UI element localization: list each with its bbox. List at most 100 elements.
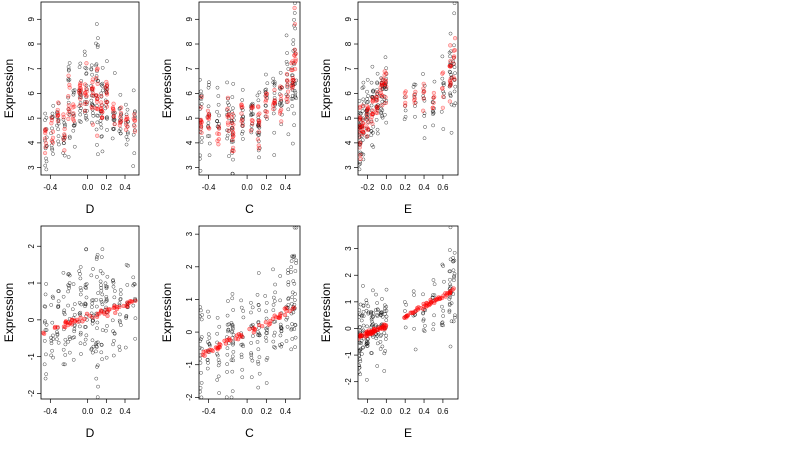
observed-point	[440, 320, 445, 325]
observed-point	[78, 292, 83, 297]
fitted-point	[119, 105, 124, 110]
observed-point	[358, 99, 362, 103]
observed-point	[240, 87, 245, 92]
observed-point	[250, 358, 255, 363]
observed-point	[110, 136, 115, 141]
observed-point	[403, 114, 408, 119]
observed-point	[98, 269, 103, 273]
observed-point	[256, 359, 260, 364]
observed-point	[251, 334, 255, 338]
fitted-point	[256, 129, 261, 134]
fitted-point	[43, 126, 48, 132]
observed-point	[451, 278, 456, 283]
observed-point	[279, 311, 284, 316]
observed-point	[375, 314, 380, 318]
observed-point	[293, 345, 297, 349]
observed-point	[72, 124, 76, 128]
observed-point	[215, 109, 219, 114]
observed-point	[44, 282, 48, 286]
fitted-point	[104, 90, 109, 96]
plot-frame	[198, 1, 301, 176]
observed-point	[369, 315, 374, 320]
observed-point	[205, 366, 210, 371]
observed-point	[105, 324, 109, 328]
observed-point	[225, 133, 230, 138]
observed-point	[256, 148, 261, 153]
fitted-point	[365, 121, 370, 126]
fitted-point	[372, 326, 377, 332]
observed-point	[358, 308, 362, 313]
observed-point	[447, 308, 452, 313]
observed-point	[199, 389, 202, 394]
observed-point	[271, 76, 276, 81]
observed-point	[249, 113, 253, 118]
y-tick-label: 3	[27, 165, 36, 170]
fitted-point	[132, 112, 137, 117]
observed-point	[207, 82, 211, 87]
observed-point	[374, 117, 379, 122]
observed-point	[112, 331, 117, 336]
observed-point	[124, 102, 128, 107]
observed-point	[289, 270, 294, 274]
observed-point	[257, 355, 262, 360]
observed-point	[71, 282, 76, 286]
y-tick-label: 7	[27, 66, 36, 71]
observed-point	[95, 43, 100, 47]
observed-point	[227, 103, 231, 107]
fitted-point	[255, 137, 260, 142]
fitted-point	[412, 100, 417, 106]
observed-point	[290, 141, 295, 146]
fitted-point	[78, 315, 83, 320]
fitted-point	[101, 310, 107, 315]
fitted-point	[276, 315, 281, 320]
observed-point	[241, 309, 246, 313]
observed-point	[57, 142, 61, 147]
observed-point	[257, 130, 262, 135]
observed-point	[217, 360, 222, 365]
observed-point	[100, 302, 105, 307]
observed-point	[98, 122, 103, 127]
y-axis-label: Expression	[160, 59, 174, 118]
observed-point	[422, 329, 427, 333]
observed-point	[131, 164, 136, 168]
observed-point	[83, 110, 87, 115]
fitted-point	[257, 322, 262, 328]
observed-point	[85, 317, 89, 322]
fitted-point	[43, 136, 48, 141]
observed-point	[449, 49, 453, 54]
observed-point	[279, 342, 284, 346]
observed-point	[257, 333, 262, 338]
observed-point	[50, 111, 55, 116]
observed-point	[449, 130, 454, 135]
observed-point	[278, 333, 283, 338]
observed-point	[411, 289, 416, 294]
fitted-point	[403, 94, 408, 99]
observed-point	[231, 350, 236, 354]
observed-point	[230, 324, 235, 329]
observed-point	[77, 65, 82, 69]
plot-frame	[40, 225, 140, 400]
observed-point	[421, 72, 425, 76]
fitted-point	[430, 105, 435, 111]
observed-point	[265, 328, 269, 333]
observed-point	[104, 328, 108, 333]
observed-point	[199, 381, 204, 385]
observed-point	[272, 130, 277, 135]
observed-point	[452, 11, 457, 16]
observed-point	[100, 357, 104, 362]
fitted-point	[292, 21, 298, 27]
observed-point	[421, 328, 426, 332]
observed-point	[118, 323, 123, 327]
observed-point	[94, 344, 99, 349]
observed-point	[271, 308, 276, 312]
fitted-point	[78, 86, 83, 91]
observed-point	[273, 282, 277, 287]
observed-point	[452, 275, 456, 280]
fitted-point	[365, 117, 370, 122]
observed-point	[111, 284, 116, 289]
observed-point	[216, 94, 221, 98]
fitted-point	[71, 118, 77, 123]
observed-point	[361, 97, 366, 102]
fitted-point	[358, 145, 362, 150]
panel-p3: -0.2 0.0 0.2 0.4 0.6 3 4 5 6 7 8 9 E Expression	[319, 1, 459, 216]
